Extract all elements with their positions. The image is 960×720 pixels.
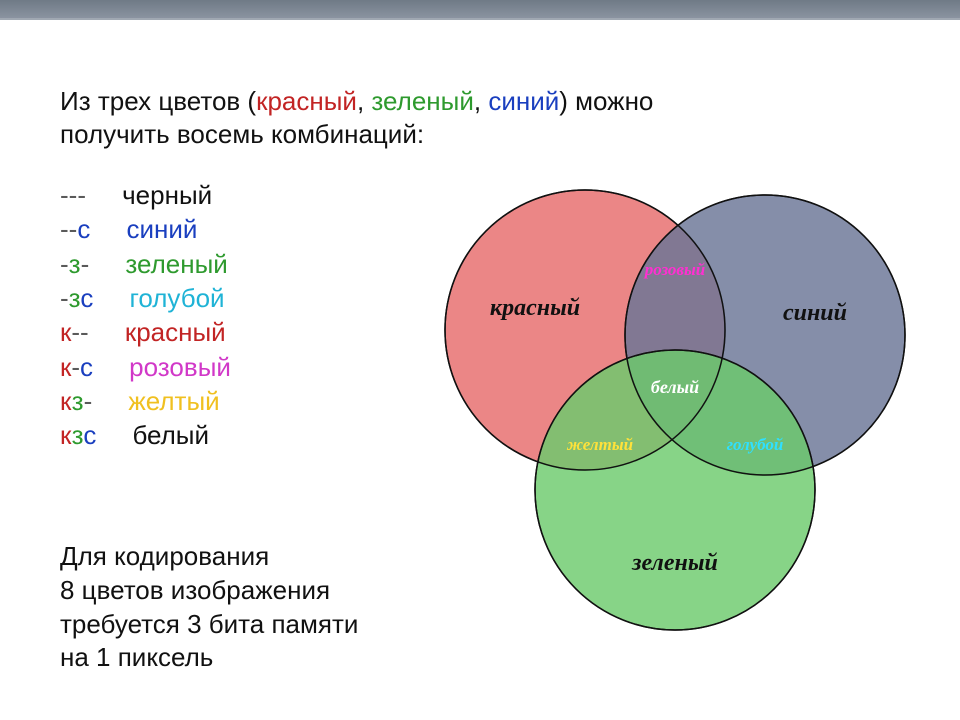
- venn-svg: красный синий зеленый розовый белый желтый гол…: [400, 175, 940, 655]
- code-char: з: [69, 283, 81, 313]
- code-name: черный: [122, 180, 212, 210]
- code-char: з: [72, 420, 84, 450]
- intro-text: Из трех цветов (красный, зеленый, синий)…: [60, 85, 653, 150]
- code-row: --с синий: [60, 212, 231, 246]
- code-char: с: [80, 283, 93, 313]
- code-name: красный: [125, 317, 226, 347]
- code-row: кзс белый: [60, 418, 231, 452]
- code-char: с: [83, 420, 96, 450]
- intro-blue: синий: [488, 86, 559, 116]
- code-char: -: [60, 180, 69, 210]
- code-row: --- черный: [60, 178, 231, 212]
- footer-l4: на 1 пиксель: [60, 641, 358, 675]
- venn-label-green: зеленый: [631, 550, 718, 576]
- code-name: розовый: [129, 352, 231, 382]
- venn-label-yellow: желтый: [566, 435, 633, 454]
- code-name: зеленый: [125, 249, 227, 279]
- venn-label-white: белый: [651, 377, 699, 397]
- footer-l3: требуется 3 бита памяти: [60, 608, 358, 642]
- code-char: -: [60, 214, 69, 244]
- intro-post1: ) можно: [559, 86, 653, 116]
- code-char: к: [60, 317, 71, 347]
- code-name: голубой: [129, 283, 224, 313]
- footer-l1: Для кодирования: [60, 540, 358, 574]
- top-divider: [0, 0, 960, 20]
- code-char: з: [72, 386, 84, 416]
- code-row: -з- зеленый: [60, 247, 231, 281]
- code-char: с: [80, 352, 93, 382]
- intro-line1: Из трех цветов (красный, зеленый, синий)…: [60, 85, 653, 118]
- intro-sep1: ,: [357, 86, 371, 116]
- code-name: белый: [132, 420, 209, 450]
- code-char: -: [77, 180, 86, 210]
- venn-label-blue: синий: [783, 300, 847, 326]
- code-char: -: [71, 317, 80, 347]
- intro-sep2: ,: [474, 86, 488, 116]
- code-char: -: [60, 249, 69, 279]
- code-row: -зс голубой: [60, 281, 231, 315]
- intro-line2: получить восемь комбинаций:: [60, 118, 653, 151]
- intro-red: красный: [256, 86, 357, 116]
- venn-label-red: красный: [490, 295, 580, 321]
- venn-diagram: красный синий зеленый розовый белый желтый гол…: [400, 175, 940, 655]
- code-char: -: [71, 352, 80, 382]
- code-char: к: [60, 420, 72, 450]
- code-row: к-с розовый: [60, 350, 231, 384]
- venn-label-cyan: голубой: [727, 435, 784, 454]
- code-char: -: [81, 249, 90, 279]
- code-name: желтый: [128, 386, 219, 416]
- code-char: з: [69, 249, 81, 279]
- intro-green: зеленый: [371, 86, 473, 116]
- code-char: к: [60, 386, 72, 416]
- code-char: -: [60, 283, 69, 313]
- venn-label-pink: розовый: [643, 260, 706, 279]
- footer-l2: 8 цветов изображения: [60, 574, 358, 608]
- code-char: -: [80, 317, 89, 347]
- code-list: --- черный--с синий-з- зеленый-зс голубо…: [60, 178, 231, 453]
- code-row: кз- желтый: [60, 384, 231, 418]
- code-char: -: [84, 386, 93, 416]
- code-name: синий: [126, 214, 197, 244]
- code-char: к: [60, 352, 71, 382]
- code-row: к-- красный: [60, 315, 231, 349]
- code-char: с: [77, 214, 90, 244]
- footer-text: Для кодирования 8 цветов изображения тре…: [60, 540, 358, 675]
- intro-pre: Из трех цветов (: [60, 86, 256, 116]
